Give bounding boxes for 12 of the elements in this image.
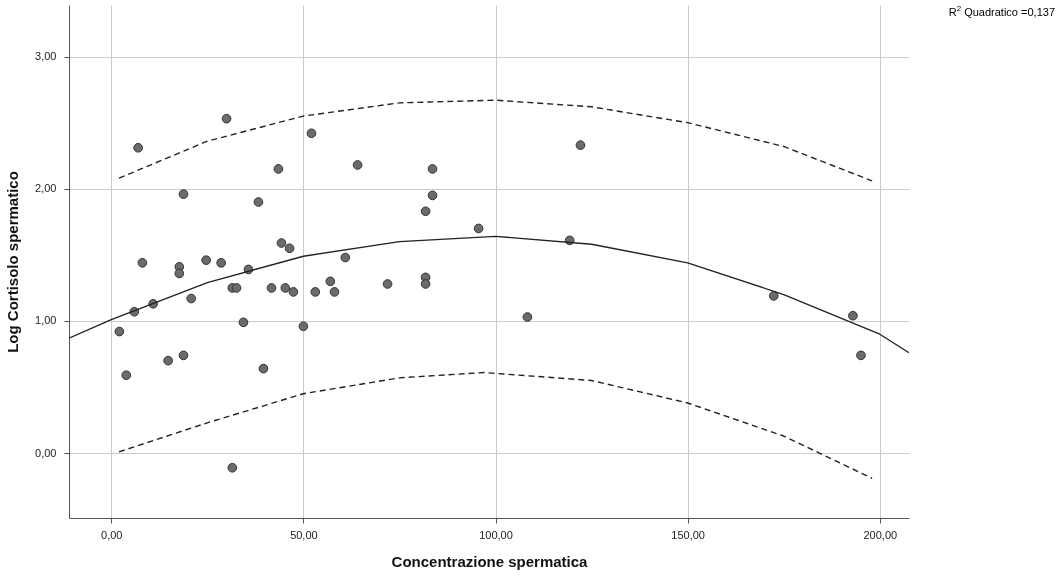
y-tick-label: 3,00: [35, 50, 57, 63]
y-axis-title: Log Cortisolo spermatico: [4, 171, 22, 353]
y-tick-label: 0,00: [35, 446, 57, 459]
x-tick-label: 200,00: [863, 528, 898, 541]
x-tick-label: 150,00: [671, 528, 705, 541]
x-axis-title: Concentrazione spermatica: [391, 552, 589, 570]
x-tick-label: 50,00: [290, 528, 318, 541]
y-tick-label: 2,00: [35, 182, 57, 195]
x-tick-label: 100,00: [479, 528, 513, 541]
x-tick-label: 0,00: [101, 528, 123, 541]
y-tick-label: 1,00: [35, 314, 57, 327]
text: R$^{2}$ Quadratico =0,137: [948, 4, 1055, 18]
